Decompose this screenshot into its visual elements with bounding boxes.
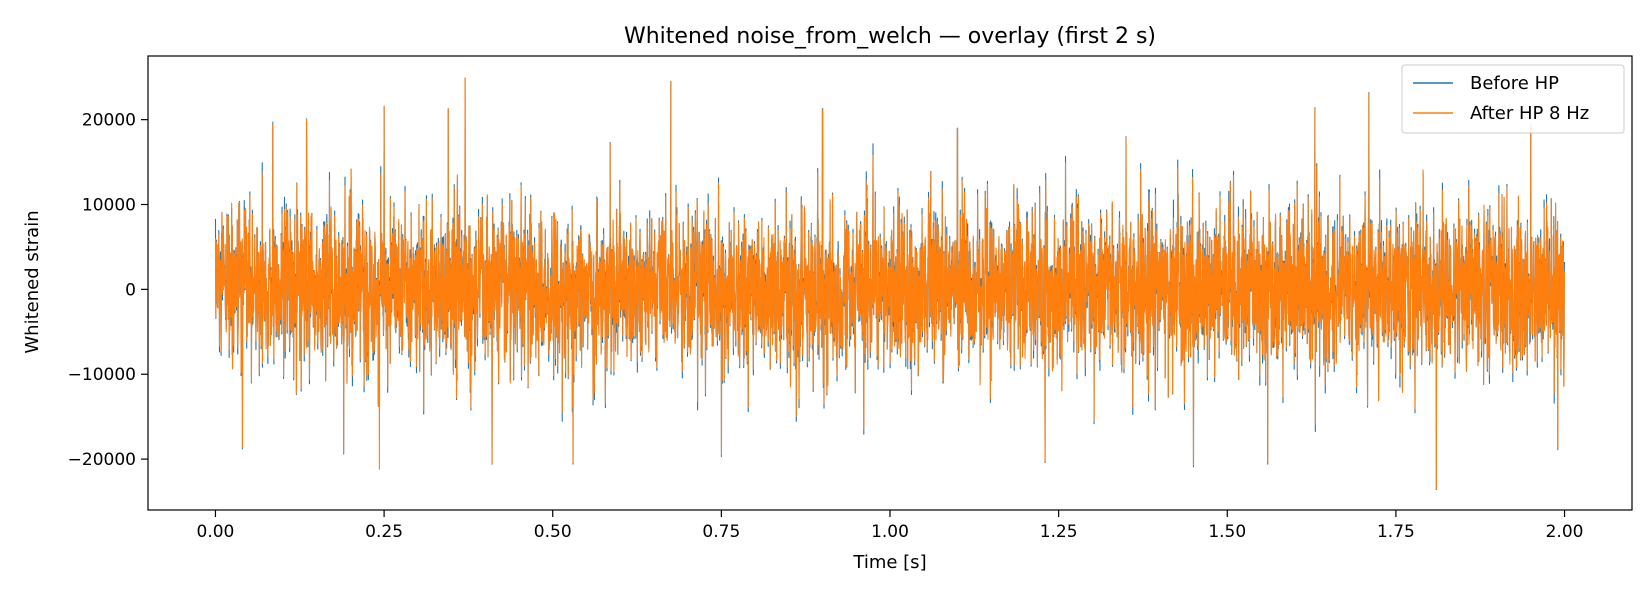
legend-label-after-hp: After HP 8 Hz xyxy=(1470,103,1589,124)
x-tick-label: 0.00 xyxy=(197,522,235,542)
chart-title: Whitened noise_from_welch — overlay (fir… xyxy=(624,24,1156,49)
y-tick-label: 20000 xyxy=(82,111,136,131)
y-axis-label: Whitened strain xyxy=(22,210,43,353)
legend-box xyxy=(1401,64,1625,134)
series-line-after-hp xyxy=(214,77,1566,490)
x-tick-label: 1.25 xyxy=(1040,522,1078,542)
x-tick-label: 0.25 xyxy=(365,522,403,542)
y-tick-label: −20000 xyxy=(68,450,136,470)
x-tick-label: 1.75 xyxy=(1377,522,1415,542)
plot-frame xyxy=(147,55,1633,511)
legend: Before HP After HP 8 Hz xyxy=(1401,64,1625,134)
x-tick-label: 0.50 xyxy=(534,522,572,542)
x-tick-label: 1.00 xyxy=(871,522,909,542)
legend-label-before-hp: Before HP xyxy=(1470,73,1559,94)
x-tick-label: 1.50 xyxy=(1208,522,1246,542)
y-tick-label: 10000 xyxy=(82,196,136,216)
x-tick-label: 2.00 xyxy=(1546,522,1584,542)
x-axis-label: Time [s] xyxy=(852,552,926,573)
series-layer xyxy=(214,77,1566,491)
axis-layer: 0.00 0.25 0.50 0.75 1.00 1.25 1.50 1.75 2.00 −200… xyxy=(68,111,1584,542)
y-tick-label: 0 xyxy=(125,280,136,300)
y-tick-label: −10000 xyxy=(68,365,136,385)
x-tick-label: 0.75 xyxy=(702,522,740,542)
